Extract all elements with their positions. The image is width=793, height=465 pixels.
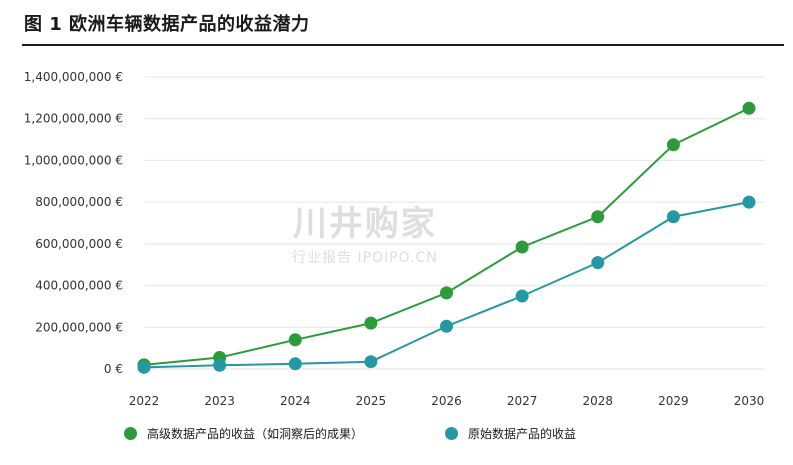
x-tick-label: 2026	[431, 394, 462, 408]
y-tick-label: 1,400,000,000 €	[24, 70, 123, 84]
legend-marker-series-1	[124, 427, 137, 440]
data-point-series-2	[515, 289, 529, 303]
legend-marker-series-2	[445, 427, 458, 440]
y-tick-label: 200,000,000 €	[35, 320, 123, 334]
data-point-series-1	[364, 316, 378, 330]
x-tick-label: 2028	[582, 394, 613, 408]
data-point-series-2	[213, 358, 227, 372]
y-tick-label: 0 €	[104, 362, 123, 376]
data-point-series-1	[515, 240, 529, 254]
data-point-series-1	[742, 101, 756, 115]
y-tick-label: 1,200,000,000 €	[24, 112, 123, 126]
chart-title: 图 1 欧洲车辆数据产品的收益潜力	[24, 14, 310, 35]
x-tick-label: 2025	[356, 394, 387, 408]
y-tick-label: 1,000,000,000 €	[24, 153, 123, 167]
data-point-series-2	[137, 360, 151, 374]
legend-label-series-2: 原始数据产品的收益	[468, 427, 577, 441]
y-tick-label: 600,000,000 €	[35, 237, 123, 251]
y-tick-label: 400,000,000 €	[35, 279, 123, 293]
data-point-series-1	[288, 333, 302, 347]
series-line-2	[143, 201, 750, 369]
title-divider	[22, 44, 784, 46]
data-point-series-2	[440, 319, 453, 333]
legend-item-series-1: 高级数据产品的收益（如洞察后的成果）	[124, 425, 363, 442]
data-point-series-2	[591, 256, 605, 270]
x-tick-label: 2024	[280, 394, 311, 408]
legend-label-series-1: 高级数据产品的收益（如洞察后的成果）	[147, 427, 364, 441]
x-tick-label: 2027	[507, 394, 538, 408]
y-tick-label: 800,000,000 €	[35, 195, 123, 209]
data-point-series-2	[364, 355, 378, 369]
chart-legend: 高级数据产品的收益（如洞察后的成果） 原始数据产品的收益	[0, 425, 793, 447]
x-tick-label: 2030	[734, 394, 765, 408]
legend-item-series-2: 原始数据产品的收益	[445, 425, 576, 442]
data-point-series-1	[440, 286, 453, 300]
x-tick-label: 2029	[658, 394, 689, 408]
data-point-series-2	[742, 195, 756, 209]
data-point-series-2	[666, 210, 680, 224]
x-tick-label: 2023	[204, 394, 235, 408]
data-point-series-1	[666, 138, 680, 152]
data-point-series-2	[288, 357, 302, 371]
x-tick-label: 2022	[129, 394, 160, 408]
data-point-series-1	[591, 210, 605, 224]
